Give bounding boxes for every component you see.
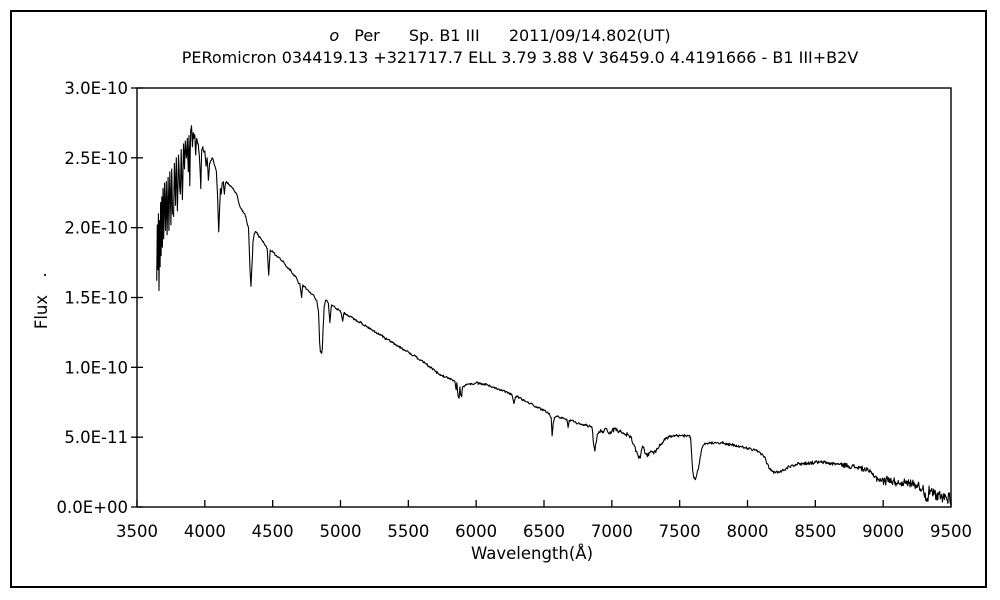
svg-text:5500: 5500 — [387, 522, 429, 541]
svg-text:4500: 4500 — [252, 522, 294, 541]
svg-text:7000: 7000 — [591, 522, 633, 541]
observation-datetime: 2011/09/14.802(UT) — [508, 26, 671, 45]
svg-text:8500: 8500 — [794, 522, 836, 541]
svg-text:5000: 5000 — [320, 522, 362, 541]
svg-text:2.0E-10: 2.0E-10 — [64, 219, 128, 238]
y-axis-tick-labels: 3.0E-10 2.5E-10 2.0E-10 1.5E-10 1.0E-10 5.0E-… — [57, 79, 129, 517]
y-axis-title: Flux — [32, 295, 51, 330]
svg-text:1.0E-10: 1.0E-10 — [64, 358, 128, 377]
svg-text:9000: 9000 — [862, 522, 904, 541]
svg-text:3.0E-10: 3.0E-10 — [64, 79, 128, 98]
y-axis-title-dot: . — [42, 261, 47, 280]
svg-text:6500: 6500 — [523, 522, 565, 541]
svg-text:6000: 6000 — [455, 522, 497, 541]
x-axis-tick-labels: 3500 4000 4500 5000 5500 6000 6500 7000 7500 8000… — [116, 522, 972, 541]
plot-frame — [136, 87, 952, 508]
outer-border — [10, 10, 987, 588]
x-axis-ticks — [136, 500, 952, 507]
svg-text:2.5E-10: 2.5E-10 — [64, 149, 128, 168]
svg-text:4000: 4000 — [184, 522, 226, 541]
svg-text:5.0E-11: 5.0E-11 — [64, 428, 128, 447]
star-designation: o — [329, 26, 340, 45]
svg-text:9500: 9500 — [930, 522, 972, 541]
y-axis-ticks — [131, 87, 143, 508]
x-axis-title: Wavelength(Å) — [471, 544, 593, 563]
catalog-line: PERomicron 034419.13 +321717.7 ELL 3.79 … — [181, 48, 859, 67]
chart-title: o Per Sp. B1 III 2011/09/14.802(UT) — [0, 27, 1000, 45]
star-name: Per — [354, 26, 380, 45]
svg-text:8000: 8000 — [727, 522, 769, 541]
svg-text:0.0E+00: 0.0E+00 — [57, 498, 129, 517]
spectral-type: Sp. B1 III — [408, 26, 480, 45]
svg-text:3500: 3500 — [116, 522, 158, 541]
catalog-subtitle: PERomicron 034419.13 +321717.7 ELL 3.79 … — [0, 49, 1000, 67]
spectrum-line — [156, 125, 952, 505]
svg-text:7500: 7500 — [659, 522, 701, 541]
svg-text:1.5E-10: 1.5E-10 — [64, 289, 128, 308]
